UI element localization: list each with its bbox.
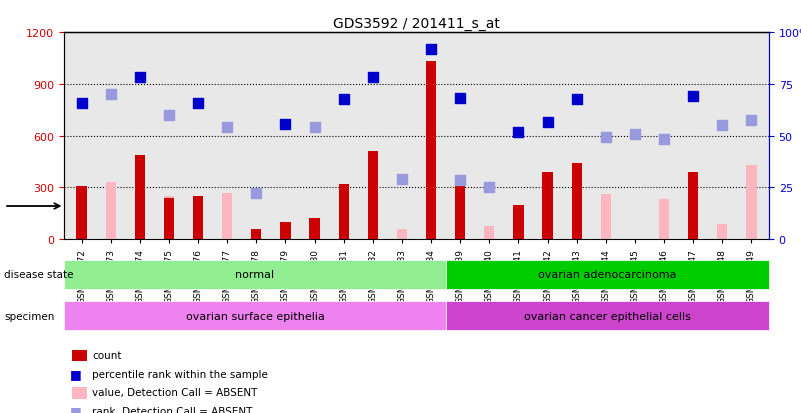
Bar xyxy=(212,240,242,413)
Bar xyxy=(280,222,291,240)
Point xyxy=(308,124,321,131)
FancyBboxPatch shape xyxy=(64,260,446,289)
Bar xyxy=(417,240,445,413)
Bar xyxy=(533,240,562,413)
Bar xyxy=(650,240,678,413)
Bar xyxy=(485,227,494,240)
Bar xyxy=(542,173,553,240)
Bar xyxy=(164,198,174,240)
Point xyxy=(599,135,612,141)
Text: ovarian adenocarcinoma: ovarian adenocarcinoma xyxy=(538,270,677,280)
Point xyxy=(686,93,699,100)
Bar xyxy=(659,200,669,240)
Point xyxy=(425,47,437,54)
Bar xyxy=(193,197,203,240)
Text: ovarian cancer epithelial cells: ovarian cancer epithelial cells xyxy=(524,311,690,321)
Point xyxy=(629,131,642,138)
Bar xyxy=(183,240,212,413)
Bar xyxy=(455,186,465,240)
Point xyxy=(541,119,554,126)
Point xyxy=(337,97,350,104)
Bar xyxy=(621,240,650,413)
Bar xyxy=(96,240,125,413)
Point xyxy=(163,112,175,119)
Bar xyxy=(504,240,533,413)
Bar xyxy=(601,195,611,240)
Bar xyxy=(106,183,116,240)
Bar xyxy=(368,152,378,240)
Text: normal: normal xyxy=(235,270,275,280)
Point xyxy=(570,97,583,104)
Bar xyxy=(426,62,437,240)
Point xyxy=(454,178,467,184)
Bar xyxy=(572,164,582,240)
Text: ■: ■ xyxy=(70,367,81,380)
Text: ■: ■ xyxy=(70,404,81,413)
Bar xyxy=(562,240,591,413)
Point xyxy=(745,117,758,124)
Bar xyxy=(309,219,320,240)
Point xyxy=(279,121,292,128)
Bar xyxy=(717,224,727,240)
Bar xyxy=(688,173,698,240)
Bar xyxy=(591,240,621,413)
Bar xyxy=(358,240,388,413)
Bar xyxy=(252,229,261,240)
Point xyxy=(483,185,496,191)
Bar xyxy=(252,229,261,240)
Point xyxy=(191,100,204,107)
FancyBboxPatch shape xyxy=(446,260,769,289)
FancyBboxPatch shape xyxy=(446,301,769,330)
Text: value, Detection Call = ABSENT: value, Detection Call = ABSENT xyxy=(92,387,257,397)
Point xyxy=(104,92,117,98)
Bar xyxy=(242,240,271,413)
Bar xyxy=(222,193,232,240)
Bar xyxy=(513,206,524,240)
Text: specimen: specimen xyxy=(4,311,54,321)
Bar xyxy=(271,240,300,413)
Bar xyxy=(737,240,766,413)
Bar xyxy=(329,240,358,413)
Bar xyxy=(67,240,96,413)
Bar xyxy=(300,240,329,413)
Bar xyxy=(396,229,407,240)
Bar xyxy=(155,240,183,413)
Bar xyxy=(708,240,737,413)
Point xyxy=(250,190,263,197)
Bar xyxy=(747,166,757,240)
Bar xyxy=(339,185,348,240)
Point xyxy=(658,136,670,143)
Point xyxy=(75,100,88,107)
Bar xyxy=(76,186,87,240)
Title: GDS3592 / 201411_s_at: GDS3592 / 201411_s_at xyxy=(333,17,500,31)
Bar xyxy=(678,240,708,413)
Text: rank, Detection Call = ABSENT: rank, Detection Call = ABSENT xyxy=(92,406,252,413)
Bar xyxy=(445,240,475,413)
Point xyxy=(134,74,147,81)
Text: count: count xyxy=(92,350,122,360)
Point xyxy=(454,95,467,102)
Point xyxy=(366,74,379,81)
Point xyxy=(716,123,729,129)
Point xyxy=(512,130,525,136)
Point xyxy=(396,176,409,183)
Bar xyxy=(125,240,155,413)
Text: disease state: disease state xyxy=(4,270,74,280)
FancyBboxPatch shape xyxy=(64,301,446,330)
Bar xyxy=(388,240,417,413)
Bar xyxy=(475,240,504,413)
Bar xyxy=(164,197,174,240)
Bar xyxy=(135,155,145,240)
Text: ovarian surface epithelia: ovarian surface epithelia xyxy=(186,311,324,321)
Text: percentile rank within the sample: percentile rank within the sample xyxy=(92,369,268,379)
Point xyxy=(221,124,234,131)
